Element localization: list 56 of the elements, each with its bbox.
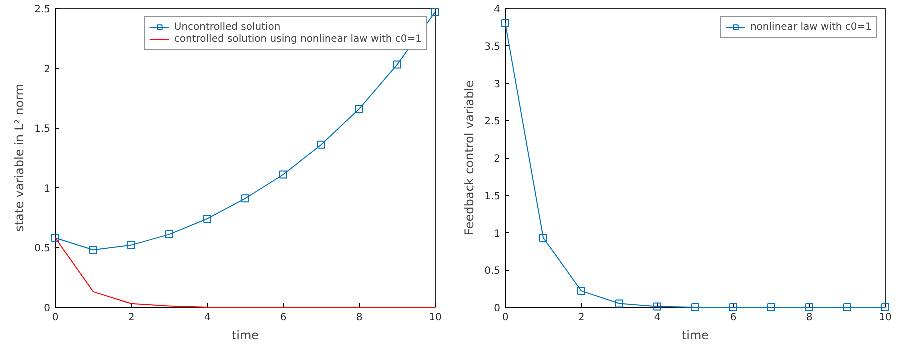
y-tick-label: 1	[44, 184, 51, 195]
y-tick-label: 2	[494, 154, 501, 165]
point	[502, 19, 510, 28]
point	[882, 304, 890, 312]
x-tick-label: 6	[730, 312, 737, 324]
y-tick-label: 0.5	[484, 266, 501, 278]
x-tick-label: 8	[356, 312, 363, 324]
y-tick-label: 4	[494, 4, 501, 16]
point	[768, 304, 776, 312]
point	[242, 194, 250, 203]
x-axis-title: time	[232, 328, 260, 342]
point	[844, 304, 852, 312]
y-tick-label: 0.5	[34, 244, 51, 255]
y-tick-label: 2.5	[34, 4, 51, 16]
y-axis-title: state variable in L² norm	[12, 84, 27, 232]
point	[166, 230, 174, 239]
point	[280, 170, 288, 179]
point	[654, 302, 662, 311]
point	[616, 300, 624, 308]
y-tick-label: 3.5	[484, 42, 501, 53]
point	[806, 304, 814, 312]
x-tick-label: 0	[502, 312, 509, 324]
point	[730, 304, 738, 312]
y-tick-label: 2.5	[484, 116, 501, 128]
x-tick-label: 6	[280, 312, 287, 324]
x-tick-label: 8	[806, 312, 813, 324]
point	[356, 104, 364, 113]
x-tick-label: 2	[578, 312, 585, 324]
x-tick-label: 10	[429, 312, 442, 324]
x-axis-title: time	[682, 328, 710, 342]
point	[540, 234, 548, 242]
legend-label: nonlinear law with c0=1	[750, 21, 872, 33]
y-tick-label: 1	[494, 228, 501, 240]
y-tick-label: 0	[494, 304, 501, 314]
point	[52, 234, 60, 242]
point	[394, 60, 402, 69]
x-tick-label: 4	[654, 312, 661, 324]
point	[128, 241, 136, 250]
y-tick-label: 1.5	[34, 124, 51, 136]
point	[318, 140, 326, 149]
x-tick-label: 2	[128, 312, 135, 324]
y-tick-label: 2	[44, 64, 51, 76]
y-axis-title: Feedback control variable	[462, 80, 477, 236]
legend-label: Uncontrolled solution	[174, 21, 281, 33]
point	[578, 287, 586, 296]
y-tick-label: 1.5	[484, 191, 501, 202]
point	[204, 214, 212, 223]
point	[692, 304, 700, 312]
y-tick-label: 3	[494, 79, 501, 90]
legend-label: controlled solution using nonlinear law with c0=1	[174, 33, 422, 45]
x-tick-label: 0	[52, 312, 59, 324]
x-tick-label: 4	[204, 312, 211, 324]
point	[90, 246, 98, 254]
y-tick-label: 0	[44, 304, 51, 314]
x-tick-label: 10	[879, 312, 892, 324]
point	[432, 8, 440, 16]
